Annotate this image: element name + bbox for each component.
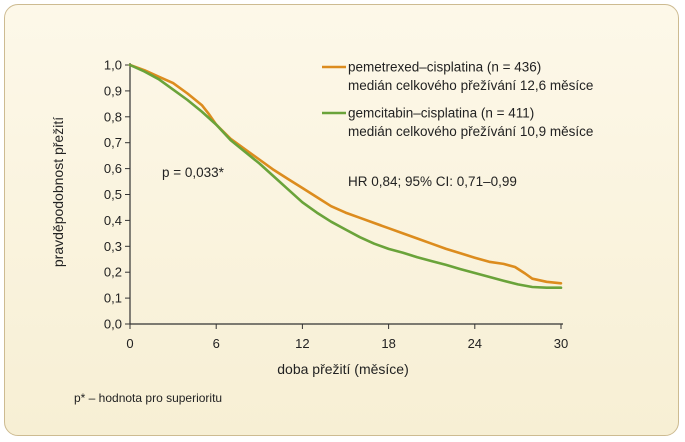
axes: 0,0 0,1 0,2 0,3 0,4 0,5 0,6 0,7 0,8 0,9 1,0 0 6 12 18 2… xyxy=(104,58,568,352)
x-tick-label: 18 xyxy=(381,336,395,351)
chart-panel xyxy=(4,4,679,436)
y-tick-label: 0,1 xyxy=(104,291,122,306)
y-tick-label: 0,5 xyxy=(104,187,122,202)
y-tick-label: 0,9 xyxy=(104,83,122,98)
x-tick-label: 24 xyxy=(468,336,482,351)
x-axis-title: doba přežití (měsíce) xyxy=(277,361,409,377)
y-tick-label: 0,0 xyxy=(104,317,122,332)
y-tick-label: 0,4 xyxy=(104,213,122,228)
series-line-1 xyxy=(128,63,563,285)
legend-sublabel-2: medián celkového přežívání 10,9 měsíce xyxy=(348,124,593,139)
x-tick-label: 0 xyxy=(126,336,133,351)
y-tick-label: 1,0 xyxy=(104,58,122,73)
x-tick-label: 30 xyxy=(554,336,568,351)
legend-label-1: pemetrexed–cisplatina (n = 436) xyxy=(348,60,541,75)
y-tick-label: 0,2 xyxy=(104,265,122,280)
x-tick-label: 6 xyxy=(213,336,220,351)
p-value-annotation: p = 0,033* xyxy=(162,165,225,180)
legend: pemetrexed–cisplatina (n = 436) medián ce… xyxy=(322,60,593,139)
y-tick-label: 0,3 xyxy=(104,239,122,254)
y-tick-label: 0,8 xyxy=(104,109,122,124)
hazard-ratio-annotation: HR 0,84; 95% CI: 0,71–0,99 xyxy=(348,174,517,189)
x-tick-label: 12 xyxy=(295,336,309,351)
series-lines xyxy=(128,63,563,289)
y-tick-label: 0,7 xyxy=(104,135,122,150)
legend-sublabel-1: medián celkového přežívání 12,6 měsíce xyxy=(348,78,593,93)
series-line-2 xyxy=(128,63,563,289)
footnote: p* – hodnota pro superioritu xyxy=(74,391,223,405)
y-tick-label: 0,6 xyxy=(104,161,122,176)
y-axis-title: pravděpodobnost přežití xyxy=(50,117,66,267)
legend-label-2: gemcitabin–cisplatina (n = 411) xyxy=(348,106,534,121)
